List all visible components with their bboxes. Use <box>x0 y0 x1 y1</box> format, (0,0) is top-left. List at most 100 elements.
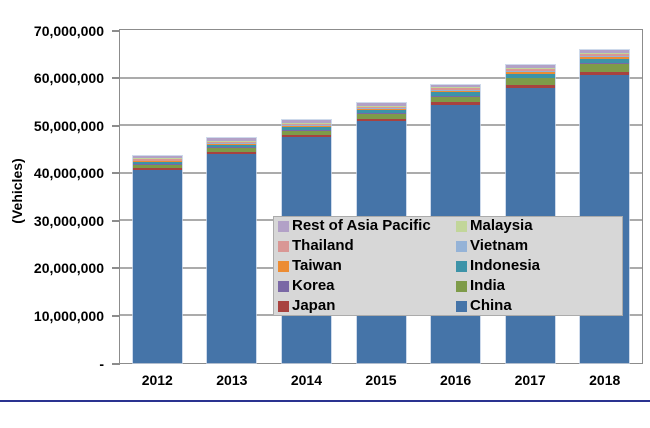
bar-segment-china <box>132 170 182 363</box>
bar-segment-rest-of-asia-pacific <box>281 120 331 123</box>
bar-segment-malaysia <box>431 87 481 89</box>
bar-segment-japan <box>431 102 481 105</box>
bar-segment-malaysia <box>356 105 406 107</box>
y-tick-label: 70,000,000 <box>33 22 104 39</box>
legend-item-japan: Japan <box>278 296 456 316</box>
y-tick-label: 40,000,000 <box>33 165 104 182</box>
bar-segment-taiwan <box>207 143 257 145</box>
legend-item-thailand: Thailand <box>278 236 456 256</box>
legend-label: Japan <box>292 297 336 314</box>
bar-segment-thailand <box>207 141 257 144</box>
bar-segment-indonesia <box>431 92 481 96</box>
bar-segment-indonesia <box>356 110 406 114</box>
legend-label: Rest of Asia Pacific <box>292 217 431 234</box>
y-tick-mark <box>112 219 120 222</box>
x-tick-label: 2013 <box>216 372 248 388</box>
legend-swatch <box>456 300 467 312</box>
x-tick-label: 2012 <box>141 372 173 388</box>
legend-item-korea: Korea <box>278 276 456 296</box>
stacked-bar-2012 <box>131 155 183 364</box>
legend-item-china: China <box>456 296 622 316</box>
bar-segment-thailand <box>281 123 331 126</box>
bar-segment-malaysia <box>281 123 331 124</box>
bar-segment-thailand <box>132 159 182 161</box>
bar-segment-malaysia <box>207 140 257 142</box>
bar-segment-taiwan <box>281 126 331 128</box>
bar-segment-taiwan <box>356 109 406 111</box>
bar-segment-thailand <box>580 53 630 56</box>
legend-label: China <box>470 297 512 314</box>
y-tick-mark <box>112 362 120 365</box>
y-tick-label: 20,000,000 <box>33 260 104 277</box>
y-tick-label: 10,000,000 <box>33 307 104 324</box>
y-tick-label: 50,000,000 <box>33 117 104 134</box>
bar-segment-india <box>132 164 182 169</box>
bar-segment-japan <box>580 72 630 76</box>
bar-segment-taiwan <box>132 161 182 163</box>
bottom-rule <box>0 400 650 402</box>
bar-segment-korea <box>580 63 630 65</box>
bar-segment-rest-of-asia-pacific <box>207 138 257 141</box>
bar-segment-vietnam <box>207 143 257 144</box>
bar-segment-malaysia <box>505 68 555 70</box>
bar-segment-india <box>505 78 555 86</box>
y-tick-mark <box>112 29 120 32</box>
bar-segment-indonesia <box>207 144 257 148</box>
y-tick-mark <box>112 77 120 80</box>
bar-segment-japan <box>132 168 182 171</box>
bar-segment-rest-of-asia-pacific <box>356 103 406 106</box>
bar-segment-indonesia <box>505 73 555 78</box>
bar-segment-india <box>281 130 331 135</box>
bar-segment-indonesia <box>580 58 630 64</box>
bar-segment-taiwan <box>505 72 555 74</box>
bar-segment-india <box>207 147 257 152</box>
legend-swatch <box>278 220 289 232</box>
legend-label: India <box>470 277 506 294</box>
x-tick-label: 2017 <box>514 372 546 388</box>
y-tick-label: 30,000,000 <box>33 212 104 229</box>
legend-item-rest-of-asia-pacific: Rest of Asia Pacific <box>278 216 456 236</box>
bar-segment-korea <box>356 113 406 114</box>
legend-item-india: India <box>456 276 622 296</box>
legend-swatch <box>456 280 467 292</box>
bar-segment-vietnam <box>281 125 331 127</box>
stacked-bar-2013 <box>206 137 258 364</box>
legend-swatch <box>278 280 289 292</box>
x-tick-label: 2015 <box>365 372 397 388</box>
bar-segment-rest-of-asia-pacific <box>431 84 481 88</box>
bar-segment-china <box>207 153 257 363</box>
bar-segment-korea <box>207 147 257 148</box>
gridline <box>120 76 642 79</box>
x-tick-label: 2014 <box>290 372 322 388</box>
bar-segment-korea <box>505 77 555 79</box>
legend-item-malaysia: Malaysia <box>456 216 622 236</box>
bar-segment-thailand <box>356 106 406 109</box>
bar-segment-rest-of-asia-pacific <box>132 156 182 159</box>
bar-segment-india <box>356 113 406 119</box>
legend-item-vietnam: Vietnam <box>456 236 622 256</box>
bar-segment-japan <box>505 85 555 88</box>
bar-segment-indonesia <box>132 162 182 165</box>
bar-segment-vietnam <box>431 90 481 91</box>
legend-swatch <box>456 220 467 232</box>
bar-segment-rest-of-asia-pacific <box>505 65 555 69</box>
legend-item-indonesia: Indonesia <box>456 256 622 276</box>
bar-segment-korea <box>281 129 331 131</box>
bar-segment-thailand <box>431 88 481 91</box>
bar-segment-taiwan <box>431 90 481 93</box>
legend-label: Taiwan <box>292 257 342 274</box>
legend-swatch <box>278 240 289 252</box>
legend-swatch <box>456 240 467 252</box>
legend-item-taiwan: Taiwan <box>278 256 456 276</box>
legend: Rest of Asia Pacific Malaysia Thailand Viet… <box>273 216 623 316</box>
stacked-bar-2017 <box>504 64 556 364</box>
x-tick-label: 2018 <box>589 372 621 388</box>
bar-segment-indonesia <box>281 127 331 130</box>
x-tick-label: 2016 <box>439 372 472 388</box>
bar-segment-japan <box>356 118 406 122</box>
bar-segment-taiwan <box>580 57 630 59</box>
legend-label: Indonesia <box>470 257 541 274</box>
legend-swatch <box>278 260 289 272</box>
bar-segment-thailand <box>505 69 555 72</box>
